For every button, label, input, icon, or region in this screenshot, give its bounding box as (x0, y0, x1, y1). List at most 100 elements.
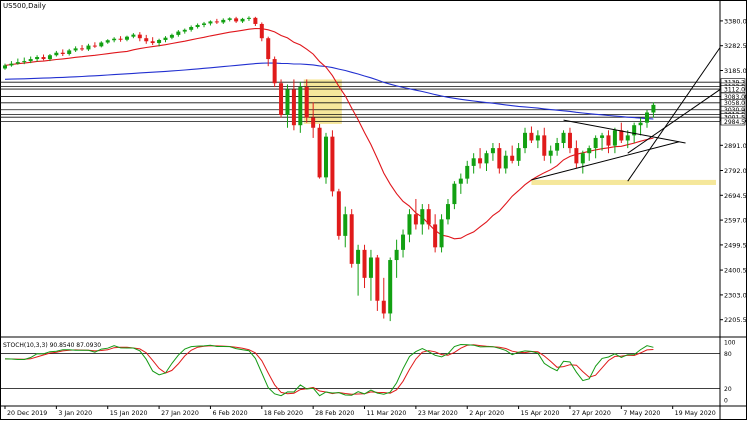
stoch-d-line (4, 344, 654, 395)
candle-body (28, 59, 33, 62)
candle-body (343, 214, 348, 236)
candle-body (285, 89, 290, 116)
candle-body (510, 155, 515, 161)
candle-body (612, 130, 617, 146)
y-tick-label: 2499.5 (724, 241, 747, 249)
candle-body (388, 260, 393, 314)
candle-body (272, 59, 277, 84)
level-price-label: 3058.0 (724, 100, 745, 107)
stoch-k-line (4, 343, 654, 397)
candle-body (221, 19, 226, 23)
candle-body (625, 135, 630, 141)
ma-slow-line (4, 62, 654, 120)
candle-body (60, 52, 65, 54)
level-price-label: 3030.9 (724, 107, 745, 114)
candle-body (381, 300, 386, 314)
candle-body (439, 219, 444, 248)
chart-title: US500,Daily (3, 2, 46, 10)
candle-body (112, 38, 117, 41)
candle-body (471, 158, 476, 166)
candle-body (561, 132, 566, 144)
candle-body (452, 183, 457, 205)
candle-body (157, 39, 162, 44)
ma-fast-line (4, 27, 654, 240)
candle-body (214, 21, 219, 23)
y-tick-label: 2792.0 (724, 167, 747, 175)
candle-body (445, 204, 450, 220)
candle-body (574, 148, 579, 164)
candle-body (433, 224, 438, 248)
x-tick-label: 7 May 2020 (623, 410, 660, 417)
level-price-box (720, 117, 746, 126)
candle-body (73, 48, 78, 51)
x-tick-label: 27 Apr 2020 (572, 410, 611, 417)
candle-body (548, 150, 553, 156)
candle-body (291, 89, 296, 126)
candle-body (638, 122, 643, 126)
candle-body (80, 48, 85, 50)
candle-body (131, 34, 136, 37)
candle-body (529, 132, 534, 141)
candle-body (632, 125, 637, 136)
candle-body (3, 65, 7, 69)
candle-body (606, 135, 611, 146)
candle-body (279, 83, 284, 116)
candle-body (35, 57, 40, 60)
candle-body (240, 18, 245, 22)
stochastic-label: STOCH(10,3,3) 90.8540 87.0930 (3, 342, 102, 349)
candle-body (407, 214, 412, 235)
level-price-label: 3083.0 (724, 94, 745, 101)
candle-body (311, 117, 316, 128)
candle-body (356, 249, 361, 264)
candle-body (497, 148, 502, 169)
candle-body (349, 214, 354, 264)
candle-body (426, 209, 431, 225)
candle-body (9, 63, 14, 66)
candle-body (99, 42, 104, 47)
x-tick-label: 15 Apr 2020 (521, 410, 560, 417)
highlight-zone-bottom (531, 179, 716, 185)
candle-body (195, 24, 200, 28)
channel-line-upper (627, 47, 721, 182)
candle-body (189, 27, 194, 30)
candle-body (15, 62, 20, 64)
candle-body (202, 23, 207, 25)
candle-body (567, 132, 572, 149)
x-tick-label: 19 May 2020 (675, 410, 716, 417)
candle-body (580, 153, 585, 164)
level-price-label: 2984.5 (724, 119, 745, 126)
candle-body (67, 50, 72, 54)
candle-body (375, 257, 380, 301)
resistance-trendline (563, 119, 686, 144)
candle-body (54, 52, 59, 56)
stoch-tick-label: 20 (724, 386, 732, 393)
candle-body (41, 57, 46, 60)
candle-body (394, 249, 399, 261)
candle-body (587, 148, 592, 154)
candle-body (458, 178, 463, 184)
candle-body (368, 257, 373, 278)
y-tick-label: 3185.0 (724, 67, 747, 75)
candle-body (227, 18, 232, 20)
candle-body (176, 31, 181, 35)
y-tick-label: 2400.5 (724, 267, 747, 275)
candle-body (150, 41, 155, 44)
candle-body (324, 136, 328, 178)
candle-body (535, 135, 540, 141)
x-tick-label: 28 Feb 2020 (315, 410, 354, 417)
candle-body (22, 61, 27, 63)
candle-body (645, 112, 649, 123)
y-tick-label: 3380.0 (724, 17, 747, 25)
candle-body (651, 104, 656, 113)
candle-body (401, 234, 406, 250)
y-tick-label: 3282.5 (724, 42, 747, 50)
y-tick-label: 2303.0 (724, 291, 747, 299)
candle-body (86, 45, 91, 50)
x-tick-label: 20 Dec 2019 (7, 410, 47, 417)
candle-body (298, 87, 303, 126)
candle-body (600, 135, 605, 138)
stoch-tick-label: 100 (724, 340, 736, 347)
candle-body (490, 148, 495, 154)
